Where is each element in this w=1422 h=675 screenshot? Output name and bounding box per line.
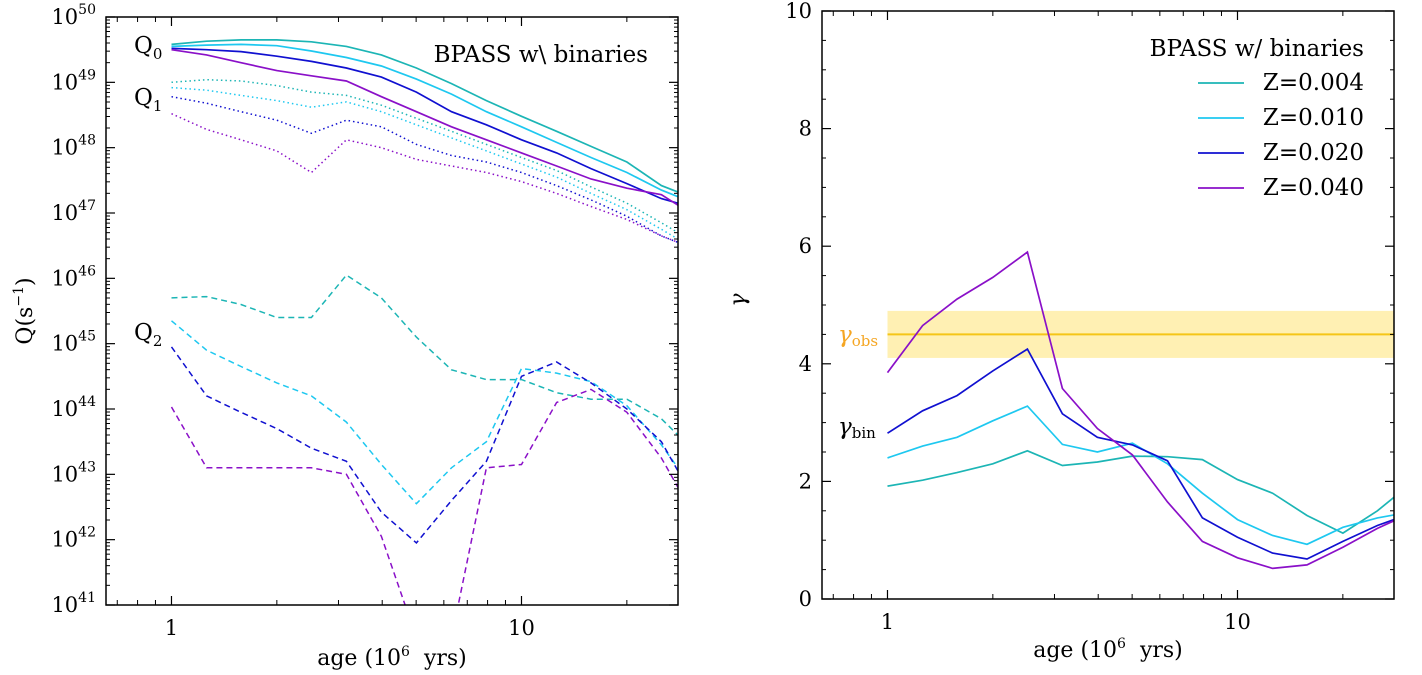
series-line-q0-z0040: [171, 48, 678, 206]
gamma-bin-label: γbin: [838, 414, 876, 442]
series-line-q2-z0040: [170, 388, 678, 605]
q-label-0: Q0: [134, 33, 162, 63]
series-line-q1-z0010: [171, 86, 678, 240]
q-label-1: Q1: [134, 85, 162, 115]
left-series-group: [170, 39, 678, 605]
right-tick-group: 0 2 4 6 8 10 1 10: [785, 0, 1394, 634]
series-line-q1-z0004: [171, 78, 678, 234]
series-line-q1-z0040: [171, 113, 678, 244]
left-quantity-labels: Q0 Q1 Q2: [134, 33, 162, 350]
y-tick-label: 1050: [51, 2, 96, 29]
right-series-group: [886, 250, 1394, 570]
legend: Z=0.004 Z=0.010 Z=0.020 Z=0.040: [1198, 70, 1364, 201]
right-annotation: BPASS w/ binaries: [1150, 36, 1364, 62]
right-plot-frame: [821, 10, 1395, 600]
series-line-q2-z0004: [171, 274, 678, 436]
q-label-2: Q2: [134, 320, 162, 350]
left-annotation: BPASS w\ binaries: [434, 42, 648, 68]
series-line-q0-z0020: [171, 47, 678, 205]
legend-label: Z=0.004: [1263, 70, 1364, 96]
y-tick-label: 6: [799, 234, 812, 258]
series-line-q1-z0020: [171, 95, 678, 244]
series-line-q2-z0020: [170, 346, 678, 544]
right-y-axis-label: γ: [726, 293, 751, 307]
y-tick-label: 1045: [51, 329, 96, 356]
left-y-axis-label: Q(s−1): [11, 277, 38, 344]
x-tick-label: 10: [508, 616, 535, 640]
series-line-q0-z0004: [171, 39, 678, 193]
gamma-obs-label: γobs: [838, 322, 878, 350]
legend-label: Z=0.010: [1263, 105, 1364, 131]
x-tick-label: 1: [165, 616, 178, 640]
gamma-line-z0010: [887, 405, 1394, 546]
y-tick-label: 1043: [51, 459, 96, 486]
left-x-axis-label: age (106 yrs): [317, 644, 467, 671]
y-tick-label: 1042: [51, 525, 96, 552]
y-tick-label: 1048: [51, 133, 96, 160]
y-tick-label: 0: [799, 587, 812, 611]
gamma-line-z0040: [886, 250, 1394, 570]
left-plot-frame: [105, 16, 679, 606]
series-line-q0-z0010: [171, 43, 678, 198]
y-tick-label: 10: [785, 0, 812, 23]
left-panel: 1041 1042 1043 1044 1045 1046 1047 1048 1049 1050…: [11, 2, 679, 671]
y-tick-label: 1049: [51, 67, 96, 94]
series-line-q2-z0010: [171, 320, 678, 505]
x-tick-label: 10: [1224, 610, 1251, 634]
y-tick-label: 8: [799, 117, 812, 141]
x-tick-label: 1: [881, 610, 894, 634]
legend-label: Z=0.040: [1263, 175, 1364, 201]
y-tick-label: 1041: [51, 590, 96, 617]
gamma-labels: γobs γbin: [838, 322, 878, 442]
right-x-axis-label: age (106 yrs): [1033, 636, 1183, 663]
gamma-line-z0004: [887, 449, 1394, 535]
y-tick-label: 1044: [51, 394, 96, 421]
gamma-line-z0020: [887, 347, 1394, 560]
gamma-obs-band-group: [887, 310, 1394, 358]
y-tick-label: 1047: [51, 198, 96, 225]
legend-label: Z=0.020: [1263, 140, 1364, 166]
y-tick-label: 2: [799, 469, 812, 493]
y-tick-label: 1046: [51, 263, 96, 290]
left-tick-group: 1041 1042 1043 1044 1045 1046 1047 1048 1049 1050…: [51, 2, 678, 640]
y-tick-label: 4: [799, 352, 812, 376]
